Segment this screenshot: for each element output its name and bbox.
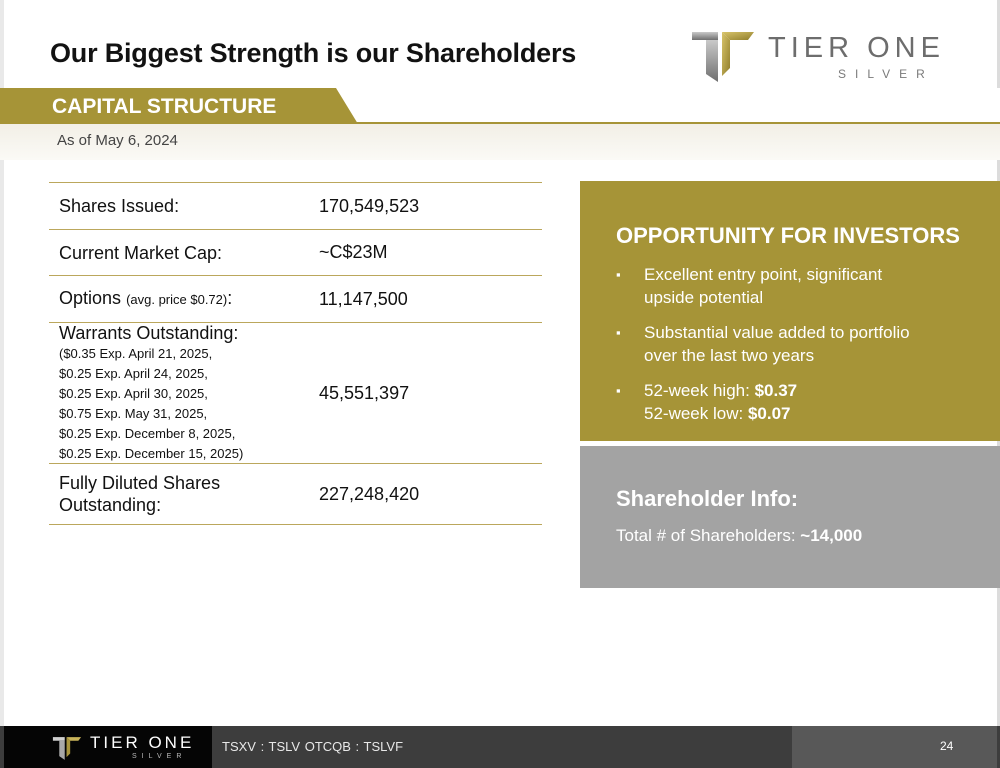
table-row: Shares Issued: 170,549,523: [49, 182, 542, 229]
list-item: ▪ Substantial value added to portfolio o…: [616, 321, 986, 367]
fully-diluted-value: 227,248,420: [319, 483, 420, 504]
list-item: ▪ Excellent entry point, significant ups…: [616, 263, 986, 309]
opportunity-list: ▪ Excellent entry point, significant ups…: [616, 263, 986, 437]
bullet-icon: ▪: [616, 383, 621, 398]
capital-structure-table: Shares Issued: 170,549,523 Current Marke…: [49, 182, 542, 525]
options-label-text: Options: [59, 288, 122, 308]
bullet-icon: ▪: [616, 325, 621, 340]
section-title: CAPITAL STRUCTURE: [52, 95, 277, 118]
section-divider: [0, 122, 1000, 124]
week-high-label: 52-week high:: [644, 381, 755, 400]
warrants-label-block: Warrants Outstanding: ($0.35 Exp. April …: [49, 322, 309, 464]
shareholder-info-panel: Shareholder Info: Total # of Shareholder…: [580, 446, 1000, 588]
warrant-detail: $0.25 Exp. April 30, 2025,: [59, 386, 208, 401]
footer-right-panel: 24: [792, 726, 997, 768]
options-avg-price: (avg. price $0.72): [126, 292, 228, 307]
warrants-value: 45,551,397: [319, 382, 410, 403]
slide-edge-left: [0, 0, 4, 768]
bullet-text-line2: upside potential: [644, 288, 764, 307]
fully-diluted-label-line1: Fully Diluted Shares: [59, 473, 221, 493]
warrant-detail: ($0.35 Exp. April 21, 2025,: [59, 346, 213, 361]
footer-logo-subtext: SILVER: [132, 753, 187, 760]
bullet-text-line1: Substantial value added to portfolio: [644, 323, 910, 342]
as-of-date: As of May 6, 2024: [57, 132, 178, 149]
bullet-icon: ▪: [616, 267, 621, 282]
week-high: 52-week high: $0.37: [644, 379, 986, 402]
page-number: 24: [940, 739, 954, 753]
warrant-detail: $0.25 Exp. April 24, 2025,: [59, 366, 208, 381]
page-title: Our Biggest Strength is our Shareholders: [50, 38, 577, 68]
shareholder-info-title: Shareholder Info:: [616, 486, 799, 511]
table-row: Current Market Cap: ~C$23M: [49, 229, 542, 275]
logo-mark-icon: [692, 32, 754, 82]
opportunity-title: OPPORTUNITY FOR INVESTORS: [616, 223, 960, 248]
market-cap-label: Current Market Cap:: [59, 242, 223, 263]
footer-bar: TIER ONE SILVER TSXV : TSLV OTCQB : TSLV…: [0, 726, 1000, 768]
week-low: 52-week low: $0.07: [644, 402, 986, 425]
warrant-detail: $0.75 Exp. May 31, 2025,: [59, 406, 208, 421]
fully-diluted-label: Fully Diluted Shares Outstanding:: [49, 472, 309, 516]
table-row: Fully Diluted Shares Outstanding: 227,24…: [49, 463, 542, 525]
fully-diluted-label-line2: Outstanding:: [59, 495, 162, 515]
logo-subtext: SILVER: [838, 67, 934, 81]
section-tab: [0, 88, 358, 124]
week-low-value: $0.07: [747, 404, 791, 423]
table-row: Warrants Outstanding: ($0.35 Exp. April …: [49, 322, 542, 463]
week-low-label: 52-week low:: [644, 404, 748, 423]
bullet-text-line1: Excellent entry point, significant: [644, 265, 883, 284]
logo-text: TIER ONE: [768, 32, 945, 64]
table-row: Options (avg. price $0.72): 11,147,500: [49, 275, 542, 322]
list-item: ▪ 52-week high: $0.37 52-week low: $0.07: [616, 379, 986, 425]
logo-mark-icon: [52, 737, 82, 760]
bullet-text-line2: over the last two years: [644, 346, 815, 365]
options-colon: :: [227, 288, 233, 308]
footer-logo: TIER ONE SILVER: [4, 726, 212, 768]
shareholder-count: Total # of Shareholders: ~14,000: [616, 526, 862, 546]
shareholder-count-label: Total # of Shareholders:: [616, 526, 801, 545]
opportunity-panel: OPPORTUNITY FOR INVESTORS ▪ Excellent en…: [580, 181, 1000, 441]
market-cap-value: ~C$23M: [319, 242, 388, 262]
options-label: Options (avg. price $0.72):: [49, 287, 309, 311]
warrant-detail: $0.25 Exp. December 8, 2025,: [59, 426, 236, 441]
shares-issued-label: Shares Issued:: [59, 196, 180, 216]
warrant-detail: $0.25 Exp. December 15, 2025): [59, 446, 244, 461]
ticker-symbols: TSXV : TSLV OTCQB : TSLVF: [222, 739, 404, 754]
footer-logo-text: TIER ONE: [90, 733, 195, 752]
shares-issued-value: 170,549,523: [319, 195, 420, 216]
options-value: 11,147,500: [319, 288, 408, 309]
shareholder-count-value: ~14,000: [800, 526, 863, 545]
company-logo: TIER ONE SILVER: [690, 28, 960, 88]
week-high-value: $0.37: [754, 381, 798, 400]
warrants-label: Warrants Outstanding:: [59, 323, 239, 343]
